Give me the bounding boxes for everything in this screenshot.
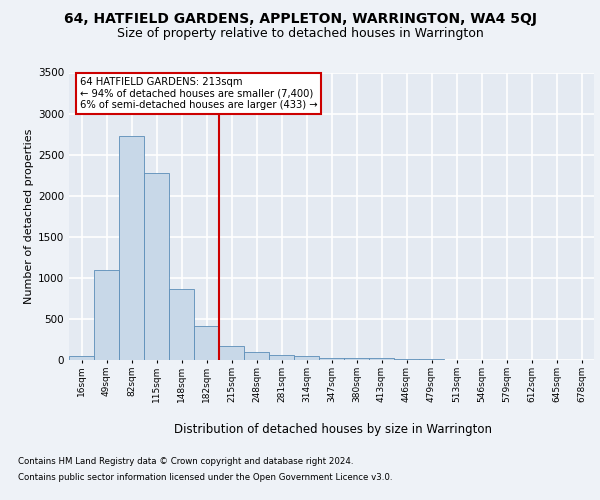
Bar (369, 358, 394, 360)
Bar (119, 136, 144, 360)
Text: Contains HM Land Registry data © Crown copyright and database right 2024.: Contains HM Land Registry data © Crown c… (18, 458, 353, 466)
Bar (344, 358, 369, 360)
Text: Distribution of detached houses by size in Warrington: Distribution of detached houses by size … (174, 422, 492, 436)
Bar (144, 172, 169, 360)
Text: Contains public sector information licensed under the Open Government Licence v3: Contains public sector information licen… (18, 474, 392, 482)
Bar (194, 326, 219, 360)
Bar (319, 358, 344, 360)
Y-axis label: Number of detached properties: Number of detached properties (24, 128, 34, 304)
Bar (69, 356, 94, 360)
Bar (394, 359, 419, 360)
Bar (219, 346, 244, 360)
Bar (94, 270, 119, 360)
Text: 64, HATFIELD GARDENS, APPLETON, WARRINGTON, WA4 5QJ: 64, HATFIELD GARDENS, APPLETON, WARRINGT… (64, 12, 536, 26)
Bar (244, 352, 269, 360)
Text: 64 HATFIELD GARDENS: 213sqm
← 94% of detached houses are smaller (7,400)
6% of s: 64 HATFIELD GARDENS: 213sqm ← 94% of det… (79, 77, 317, 110)
Bar (294, 356, 319, 360)
Bar (169, 288, 194, 360)
Text: Size of property relative to detached houses in Warrington: Size of property relative to detached ho… (116, 28, 484, 40)
Bar (419, 359, 444, 360)
Bar (269, 354, 294, 360)
